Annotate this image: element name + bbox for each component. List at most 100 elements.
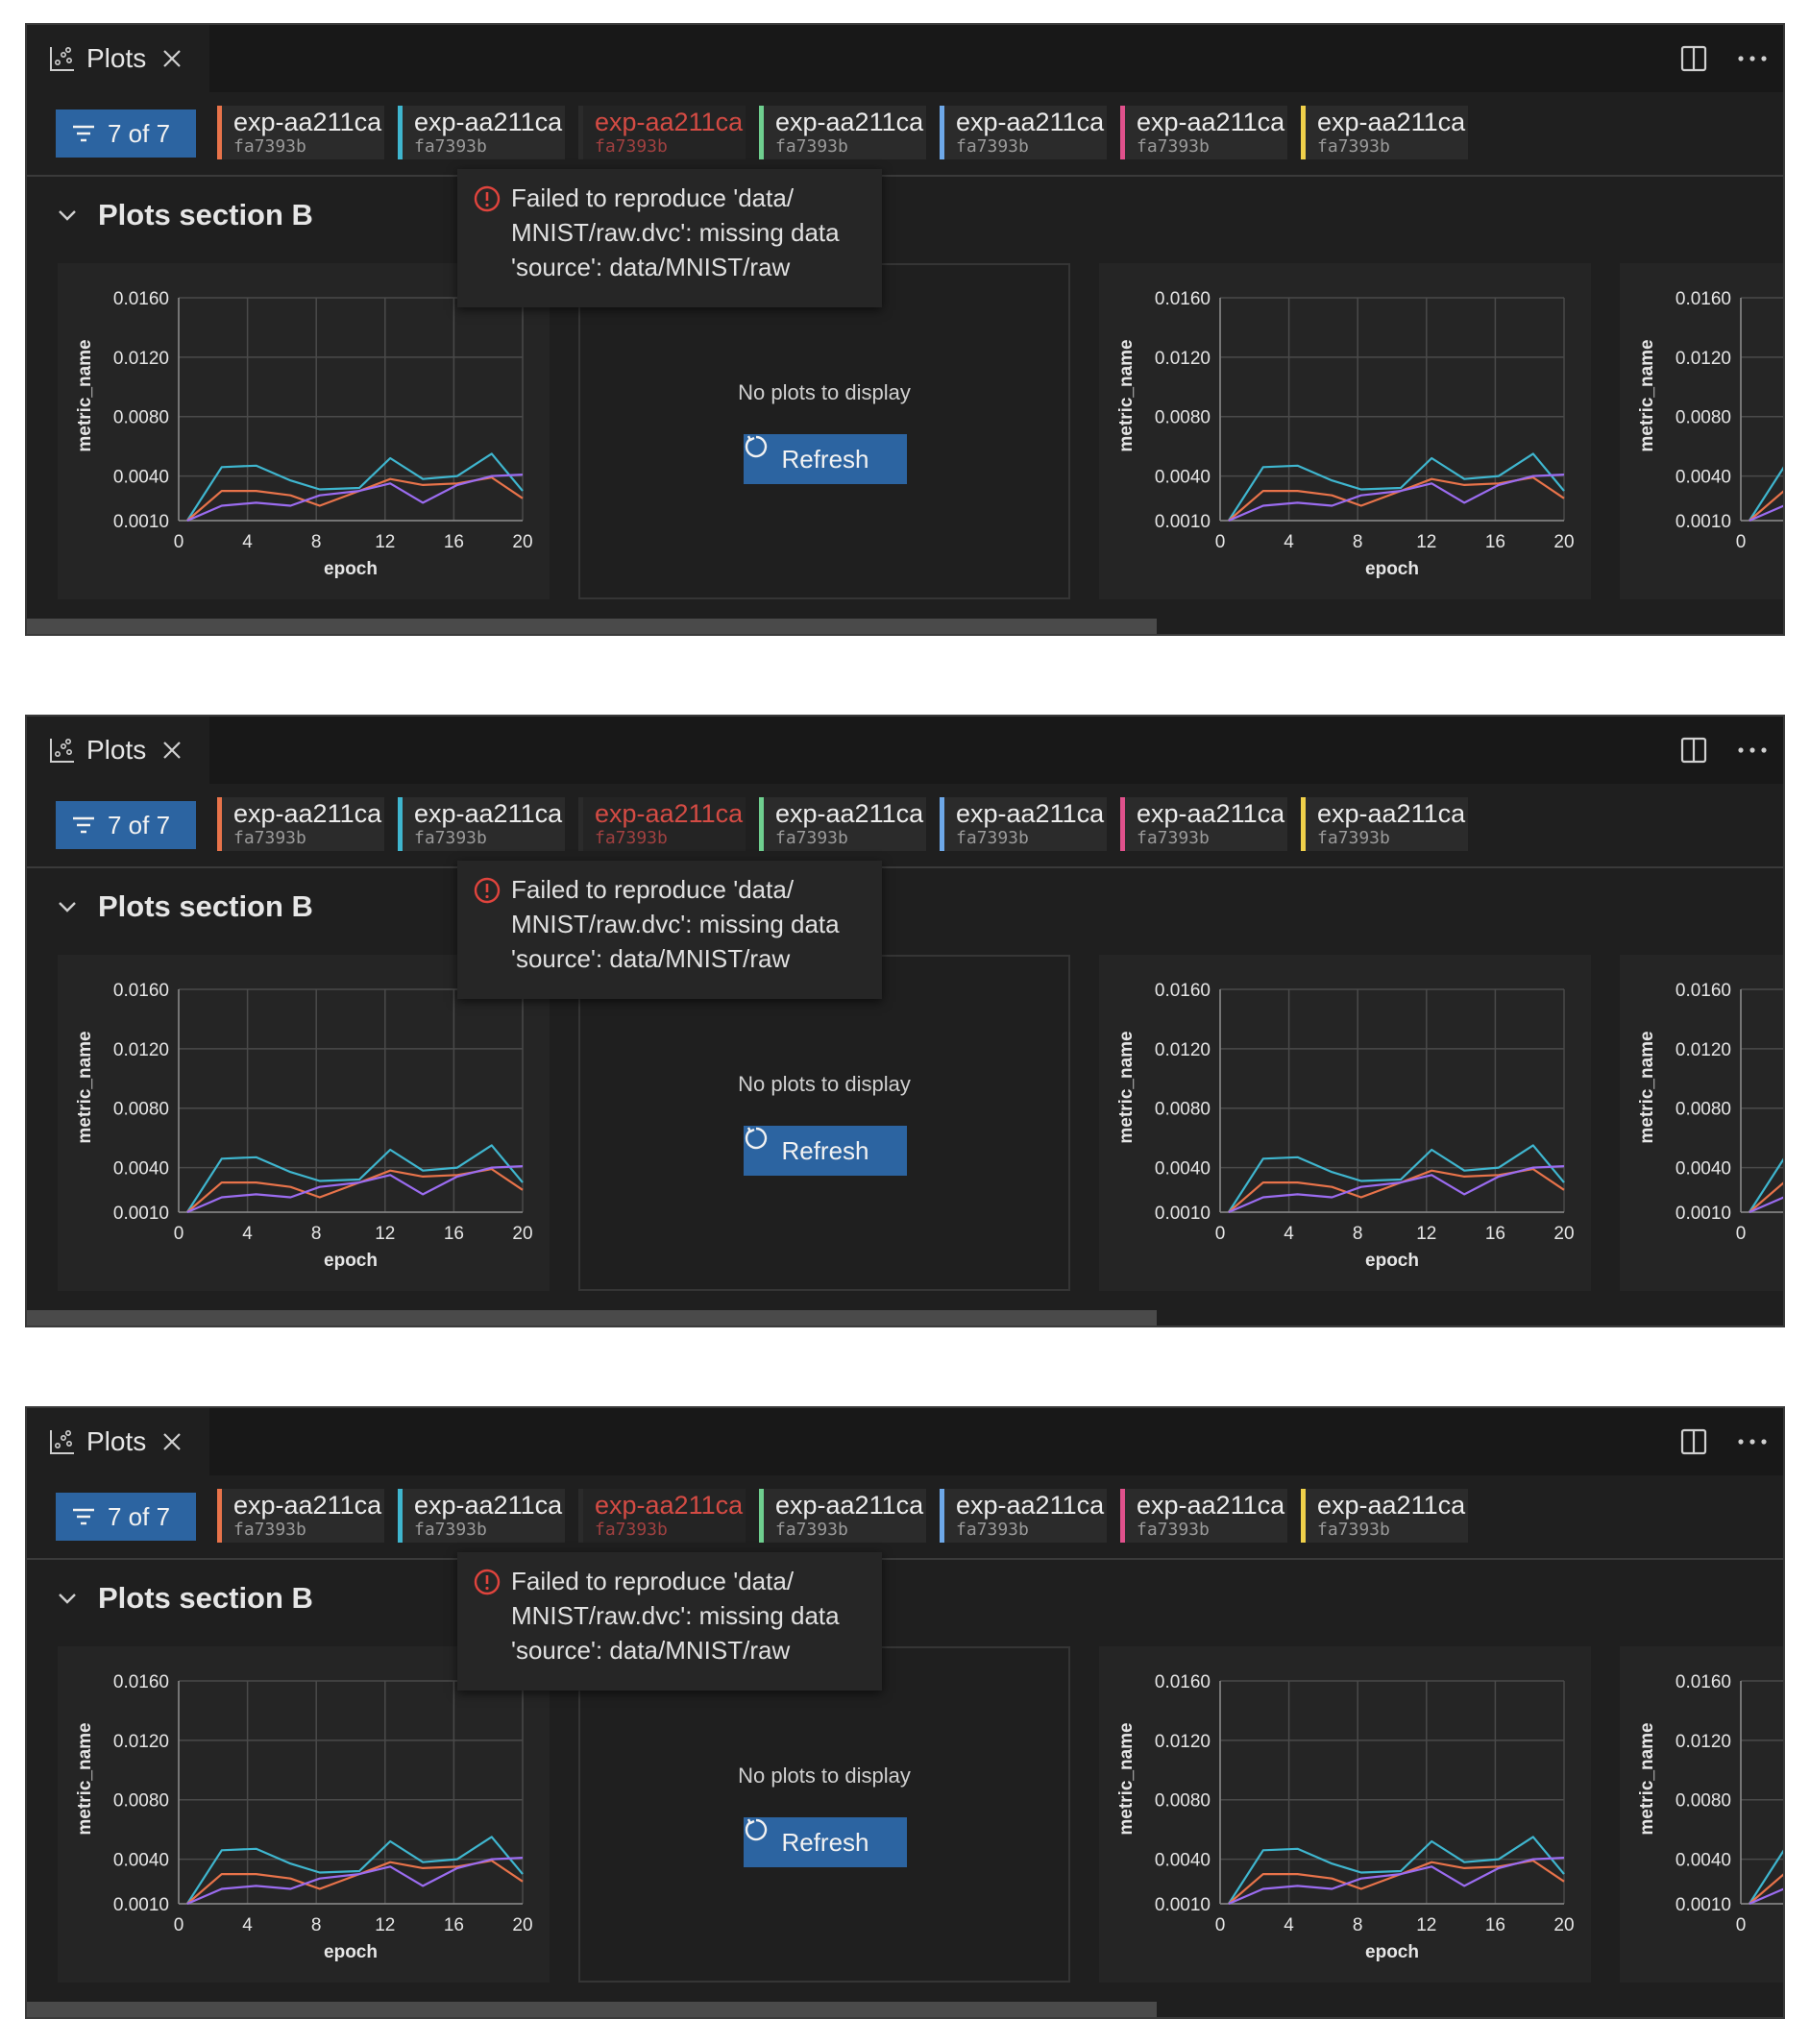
filter-experiments-button[interactable]: 7 of 7 bbox=[56, 801, 196, 849]
experiment-chip[interactable]: exp-aa211ca fa7393b bbox=[217, 106, 384, 159]
series-line-purple[interactable] bbox=[186, 1857, 524, 1906]
experiment-chip[interactable]: exp-aa211ca fa7393b bbox=[1120, 797, 1287, 851]
horizontal-scrollbar[interactable] bbox=[27, 2002, 1783, 2017]
plot-card[interactable]: 0481216200.01600.01200.00800.00400.0010e… bbox=[1620, 263, 1785, 599]
chevron-down-icon[interactable] bbox=[56, 204, 79, 227]
tab-plots[interactable]: Plots bbox=[27, 1408, 209, 1475]
scrollbar-thumb[interactable] bbox=[27, 619, 1157, 634]
refresh-button[interactable]: Refresh bbox=[744, 434, 907, 484]
split-editor-icon[interactable] bbox=[1679, 736, 1708, 765]
series-line-orange[interactable] bbox=[1228, 1860, 1565, 1905]
experiment-chip[interactable]: exp-aa211ca fa7393b bbox=[1301, 1489, 1468, 1543]
split-editor-icon[interactable] bbox=[1679, 44, 1708, 73]
close-icon[interactable] bbox=[161, 48, 183, 69]
experiment-chip[interactable]: exp-aa211ca fa7393b bbox=[1301, 797, 1468, 851]
y-axis-label: metric_name bbox=[1637, 1722, 1657, 1835]
experiment-chip[interactable]: exp-aa211ca fa7393b bbox=[1301, 106, 1468, 159]
scrollbar-thumb[interactable] bbox=[27, 2002, 1157, 2017]
scrollbar-thumb[interactable] bbox=[27, 1310, 1157, 1326]
experiment-chip[interactable]: exp-aa211ca fa7393b bbox=[940, 1489, 1107, 1543]
series-line-cyan[interactable] bbox=[1227, 1144, 1565, 1213]
experiment-hash: fa7393b bbox=[956, 828, 1029, 848]
tooltip-text: Failed to reproduce 'data/ MNIST/raw.dvc… bbox=[511, 1567, 840, 1665]
series-line-cyan[interactable] bbox=[1748, 1145, 1785, 1213]
horizontal-scrollbar[interactable] bbox=[27, 619, 1783, 634]
experiment-chip[interactable]: exp-aa211ca fa7393b bbox=[217, 797, 384, 851]
refresh-button[interactable]: Refresh bbox=[744, 1126, 907, 1176]
section-header[interactable]: Plots section B bbox=[56, 1581, 313, 1616]
x-tick-label: 8 bbox=[1353, 532, 1363, 552]
split-editor-icon[interactable] bbox=[1679, 1427, 1708, 1456]
experiment-chip[interactable]: exp-aa211ca fa7393b bbox=[940, 797, 1107, 851]
more-actions-icon[interactable] bbox=[1735, 1427, 1770, 1456]
section-title: Plots section B bbox=[98, 198, 313, 231]
plot-card[interactable]: 0481216200.01600.01200.00800.00400.0010e… bbox=[1620, 1646, 1785, 1983]
experiment-chip[interactable]: exp-aa211ca fa7393b bbox=[1120, 1489, 1287, 1543]
series-line-cyan[interactable] bbox=[185, 1144, 524, 1213]
more-actions-icon[interactable] bbox=[1735, 736, 1770, 765]
filter-experiments-button[interactable]: 7 of 7 bbox=[56, 1493, 196, 1541]
series-line-cyan[interactable] bbox=[1227, 452, 1565, 522]
x-axis-label: epoch bbox=[324, 1251, 378, 1271]
series-line-purple[interactable] bbox=[1228, 1165, 1565, 1214]
refresh-label: Refresh bbox=[781, 1135, 869, 1165]
error-tooltip: Failed to reproduce 'data/ MNIST/raw.dvc… bbox=[457, 861, 882, 999]
y-axis-label: metric_name bbox=[75, 339, 95, 451]
experiment-chip[interactable]: exp-aa211ca fa7393b bbox=[940, 106, 1107, 159]
refresh-button[interactable]: Refresh bbox=[744, 1817, 907, 1867]
tab-plots[interactable]: Plots bbox=[27, 717, 209, 784]
x-tick-label: 20 bbox=[512, 1915, 532, 1935]
series-line-orange[interactable] bbox=[186, 1860, 524, 1905]
filter-experiments-button[interactable]: 7 of 7 bbox=[56, 110, 196, 158]
series-line-purple[interactable] bbox=[1228, 474, 1565, 523]
x-tick-label: 16 bbox=[1485, 1915, 1505, 1935]
tab-plots[interactable]: Plots bbox=[27, 25, 209, 92]
chevron-down-icon[interactable] bbox=[56, 1587, 79, 1610]
plots-panel: Plots 7 of 7 exp-aa211ca fa7393b exp-aa2… bbox=[25, 715, 1785, 1327]
series-line-orange[interactable] bbox=[1228, 1168, 1565, 1213]
chevron-down-icon[interactable] bbox=[56, 895, 79, 918]
experiment-chip[interactable]: exp-aa211ca fa7393b bbox=[759, 1489, 926, 1543]
x-tick-label: 8 bbox=[311, 1224, 322, 1244]
series-line-orange[interactable] bbox=[186, 476, 524, 522]
plot-card[interactable]: 0481216200.01600.01200.00800.00400.0010e… bbox=[1620, 955, 1785, 1291]
y-axis-label: metric_name bbox=[75, 1031, 95, 1143]
experiment-chip[interactable]: exp-aa211ca fa7393b bbox=[578, 1489, 746, 1543]
experiment-chip[interactable]: exp-aa211ca fa7393b bbox=[578, 797, 746, 851]
experiment-chip[interactable]: exp-aa211ca fa7393b bbox=[759, 797, 926, 851]
horizontal-scrollbar[interactable] bbox=[27, 1310, 1783, 1326]
close-icon[interactable] bbox=[161, 740, 183, 761]
experiment-name: exp-aa211ca bbox=[1137, 799, 1285, 828]
experiment-chip[interactable]: exp-aa211ca fa7393b bbox=[1120, 106, 1287, 159]
more-actions-icon[interactable] bbox=[1735, 44, 1770, 73]
series-line-orange[interactable] bbox=[186, 1168, 524, 1213]
series-line-purple[interactable] bbox=[186, 474, 524, 523]
y-tick-label: 0.0080 bbox=[113, 408, 169, 428]
experiment-chip[interactable]: exp-aa211ca fa7393b bbox=[398, 106, 565, 159]
series-line-cyan[interactable] bbox=[1227, 1836, 1565, 1905]
series-line-cyan[interactable] bbox=[185, 1836, 524, 1905]
experiment-chip[interactable]: exp-aa211ca fa7393b bbox=[759, 106, 926, 159]
x-axis-label: epoch bbox=[1365, 1942, 1419, 1962]
experiment-chip[interactable]: exp-aa211ca fa7393b bbox=[398, 797, 565, 851]
series-line-cyan[interactable] bbox=[1748, 453, 1785, 522]
close-icon[interactable] bbox=[161, 1431, 183, 1452]
experiment-chip[interactable]: exp-aa211ca fa7393b bbox=[398, 1489, 565, 1543]
series-line-purple[interactable] bbox=[1228, 1857, 1565, 1906]
series-line-orange[interactable] bbox=[1228, 476, 1565, 522]
section-header[interactable]: Plots section B bbox=[56, 198, 313, 232]
section-header[interactable]: Plots section B bbox=[56, 889, 313, 924]
plots-icon bbox=[50, 1429, 74, 1454]
series-line-cyan[interactable] bbox=[185, 452, 524, 522]
filter-label: 7 of 7 bbox=[108, 1501, 171, 1531]
series-line-cyan[interactable] bbox=[1748, 1837, 1785, 1905]
experiment-chip[interactable]: exp-aa211ca fa7393b bbox=[217, 1489, 384, 1543]
experiment-chip[interactable]: exp-aa211ca fa7393b bbox=[578, 106, 746, 159]
series-line-purple[interactable] bbox=[186, 1165, 524, 1214]
